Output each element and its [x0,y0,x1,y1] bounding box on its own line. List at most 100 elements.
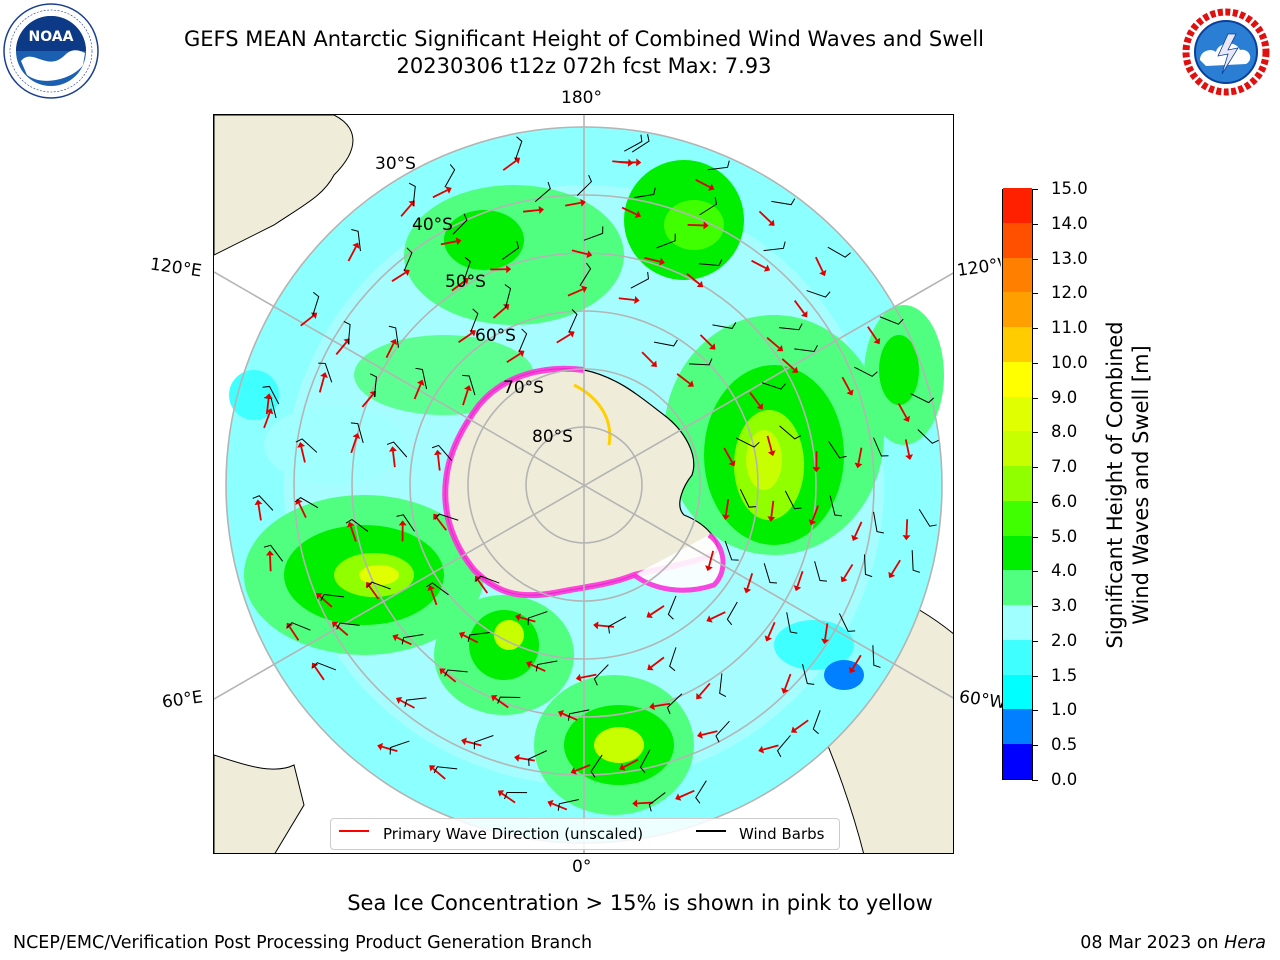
wave-arrow-shaft [767,621,776,638]
wave-arrow-shaft [314,666,325,681]
wave-arrow-shaft [686,273,700,285]
wave-arrow-head [854,462,863,469]
wind-barb [475,575,500,584]
wave-arrow-shaft [556,333,571,344]
wave-arrow-head [709,343,716,350]
wave-arrow-shaft [725,499,730,516]
wind-barb [312,662,337,671]
colorbar-segment [1003,291,1032,328]
wave-arrow-head [346,521,355,528]
wave-arrow-shaft [442,670,457,683]
wind-barb [528,750,547,767]
wind-barb [712,322,737,329]
wave-arrow-shaft [462,389,469,406]
wave-arrow-shaft [458,332,473,344]
lon-label-60e: 60°E [160,687,205,713]
wave-arrow-head [352,432,361,439]
sea-ice-caption: Sea Ice Concentration > 15% is shown in … [347,891,933,915]
colorbar-segment [1003,569,1032,606]
wave-arrow-shaft [621,206,637,216]
wave-arrow-head [708,183,715,191]
wave-arrow-head [455,237,462,246]
wind-barb [366,581,391,590]
wave-arrow-head [377,742,384,751]
wind-barb [351,228,361,252]
wind-barb [828,440,847,459]
map-title: GEFS MEAN Antarctic Significant Height o… [183,27,985,51]
colorbar-segment [1003,222,1032,258]
wave-arrow-shaft [551,802,568,811]
wind-barb [433,766,458,774]
colorbar-label-line2: Wind Waves and Swell [m] [1129,345,1153,625]
wave-arrow-shaft [465,740,482,747]
wave-arrow-shaft [623,758,639,768]
wave-arrow-head [851,534,859,541]
wave-arrow-head [538,205,545,214]
wave-arrow-head [491,694,498,702]
wind-barb [386,441,408,458]
colorbar-tick-label: 3.0 [1031,596,1077,615]
wave-arrow-head [390,338,398,346]
wave-arrow-shaft [381,745,398,752]
wave-arrow-shaft [644,257,661,263]
colorbar-tick-label: 5.0 [1031,527,1077,546]
wind-barb [388,325,399,348]
footer-date: 08 Mar 2023 on Hera [1080,933,1266,953]
wave-arrow-shaft [494,697,509,709]
polar-map[interactable]: 30°S 40°S 50°S 60°S 70°S 80°S [213,114,954,854]
wind-barb [771,198,796,206]
wave-arrow-head [888,571,896,579]
wave-arrow-shaft [687,223,704,227]
wave-arrow-shaft [580,673,597,679]
wave-arrow-head [526,660,533,669]
wave-arrow-head [808,519,817,526]
wave-arrow-head [581,285,588,293]
wave-arrow-head [254,499,263,506]
wave-arrow-shaft [843,563,854,579]
wind-barb [695,780,707,804]
wave-arrow-head [791,366,798,373]
wind-barb [918,509,937,527]
wind-barb [583,226,604,241]
wave-arrow-shaft [746,573,754,589]
wave-arrow-head [902,535,911,541]
wave-arrow-head [586,250,593,259]
wave-arrow-shaft [867,326,878,341]
wind-barb [784,490,802,510]
footer-credit: NCEP/EMC/Verification Post Processing Pr… [13,933,593,953]
wave-arrow-head [743,587,752,594]
wave-arrow-head [675,793,682,801]
colorbar-segment [1003,187,1032,223]
wave-arrow-shaft [794,719,809,731]
wave-arrow-shaft [335,341,348,356]
wind-barb [726,601,738,626]
wind-barb [873,437,889,457]
wave-arrow-shaft [571,249,588,256]
wave-arrow-head [310,312,318,319]
wave-arrow-head [763,264,771,272]
wave-arrow-shaft [523,209,540,213]
wave-arrow-head [429,765,436,772]
wind-barb [497,696,521,704]
colorbar-segment [1003,396,1032,432]
wave-arrow-shaft [501,792,516,804]
wave-arrow-head [331,621,339,628]
wave-arrow-shaft [653,702,671,708]
wave-arrow-shaft [641,351,655,365]
wave-arrow-head [297,441,306,448]
wave-arrow-head [416,379,425,386]
wave-arrow-head [846,389,854,396]
wind-barb [415,367,428,390]
colorbar-tick-label: 8.0 [1031,422,1077,441]
colorbar-segment [1003,674,1032,710]
wind-barb [534,181,551,203]
lat-label-30s: 30°S [375,154,416,174]
wind-barb [872,645,881,668]
wind-barb [911,550,920,573]
wave-arrow-head [819,269,827,277]
colorbar-tick-label: 10.0 [1032,353,1088,372]
wave-arrow-shaft [300,446,306,463]
legend-wave-label: Primary Wave Direction (unscaled) [383,825,644,843]
wind-barb [654,339,678,347]
wave-arrow-shaft [811,505,819,521]
